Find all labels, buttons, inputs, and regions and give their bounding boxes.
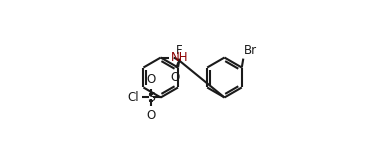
Text: O: O — [146, 109, 156, 122]
Text: F: F — [176, 44, 183, 57]
Text: NH: NH — [171, 51, 188, 64]
Text: O: O — [146, 73, 156, 86]
Text: S: S — [147, 91, 155, 104]
Text: Br: Br — [244, 44, 257, 57]
Text: Cl: Cl — [128, 91, 139, 104]
Text: O: O — [170, 71, 179, 84]
